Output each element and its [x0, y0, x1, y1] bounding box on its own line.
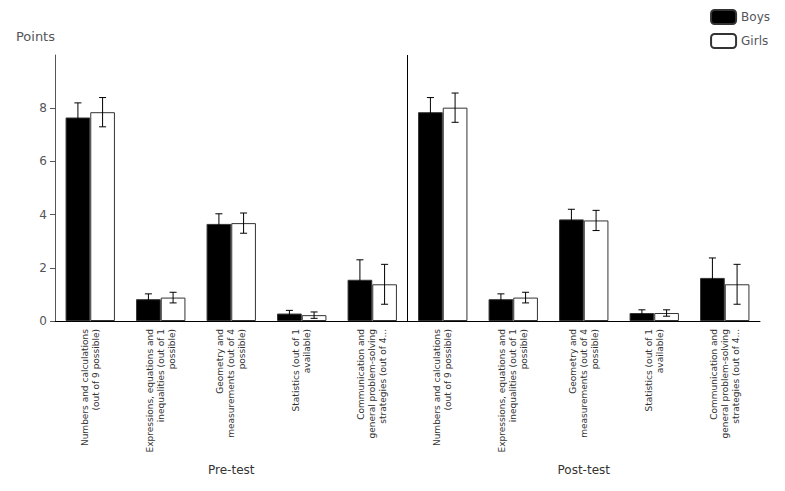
svg-text:possible): possible)	[519, 329, 529, 369]
svg-text:measurements (out of 4: measurements (out of 4	[579, 329, 589, 438]
svg-text:available): available)	[655, 329, 665, 373]
svg-text:available): available)	[302, 329, 312, 373]
svg-text:8: 8	[39, 101, 47, 115]
svg-text:2: 2	[39, 261, 47, 275]
svg-text:Statistics (out of 1: Statistics (out of 1	[644, 329, 654, 411]
svg-text:strategies (out of 4...: strategies (out of 4...	[731, 329, 741, 424]
svg-text:measurements (out of 4: measurements (out of 4	[226, 329, 236, 438]
svg-text:Post-test: Post-test	[558, 463, 611, 477]
svg-text:inequalities (out of 1: inequalities (out of 1	[508, 329, 518, 422]
svg-text:possible): possible)	[590, 329, 600, 369]
svg-text:(out of 9 possible): (out of 9 possible)	[443, 329, 453, 411]
svg-text:Expressions, equations and: Expressions, equations and	[497, 329, 507, 452]
svg-text:strategies (out of 4...: strategies (out of 4...	[378, 329, 388, 424]
svg-text:Girls: Girls	[741, 34, 768, 48]
svg-text:Statistics (out of 1: Statistics (out of 1	[291, 329, 301, 411]
svg-text:0: 0	[39, 314, 47, 328]
svg-text:(out of 9 possible): (out of 9 possible)	[91, 329, 101, 411]
svg-text:possible): possible)	[237, 329, 247, 369]
svg-text:Communication and: Communication and	[709, 329, 719, 420]
svg-text:6: 6	[39, 154, 47, 168]
svg-text:Pre-test: Pre-test	[208, 463, 255, 477]
svg-text:possible): possible)	[167, 329, 177, 369]
svg-text:4: 4	[39, 208, 47, 222]
svg-text:Numbers and calculations: Numbers and calculations	[432, 329, 442, 446]
svg-text:Numbers and calculations: Numbers and calculations	[80, 329, 90, 446]
svg-text:inequalities (out of 1: inequalities (out of 1	[156, 329, 166, 422]
svg-text:Points: Points	[16, 29, 55, 44]
svg-text:general problem-solving: general problem-solving	[720, 329, 730, 439]
svg-text:Expressions, equations and: Expressions, equations and	[145, 329, 155, 452]
svg-text:Communication and: Communication and	[356, 329, 366, 420]
svg-text:Boys: Boys	[741, 10, 770, 24]
svg-text:general problem-solving: general problem-solving	[367, 329, 377, 439]
svg-text:Geometry and: Geometry and	[568, 329, 578, 394]
svg-text:Geometry and: Geometry and	[215, 329, 225, 394]
